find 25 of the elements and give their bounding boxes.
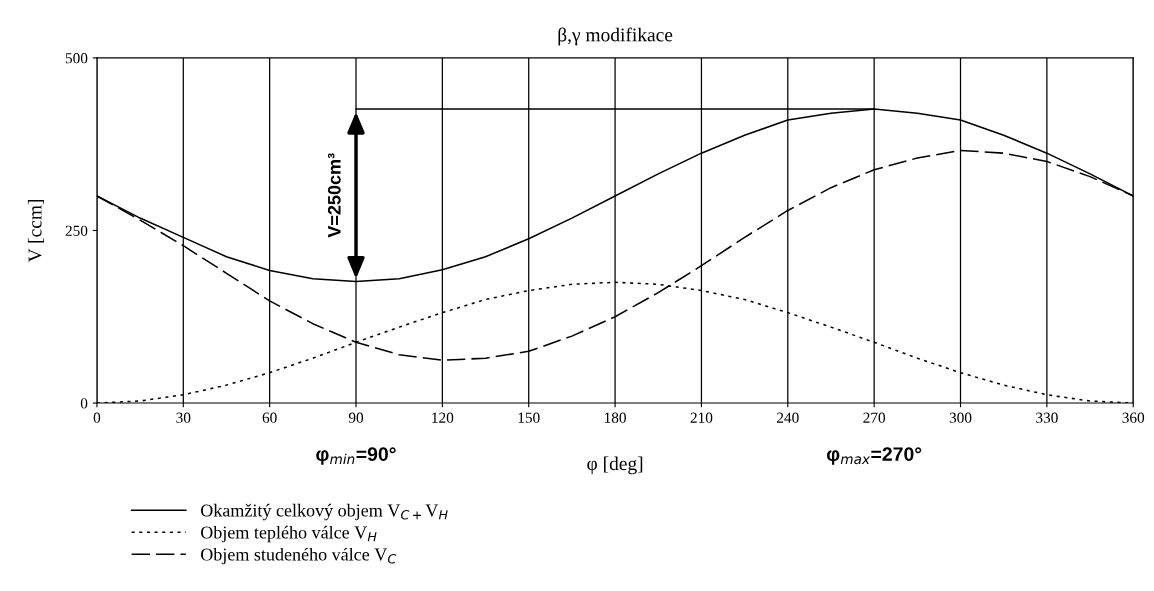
x-tick-label: 300 — [949, 412, 972, 423]
x-tick-label: 0 — [93, 412, 101, 423]
text: φ$_{max}$=270° — [826, 447, 922, 465]
x-tick-label: 270 — [863, 412, 886, 423]
x-tick-label: 360 — [1122, 412, 1145, 423]
x-axis-title: φ [deg] — [587, 456, 643, 475]
text: φ$_{min}$=90° — [316, 447, 396, 465]
legend-label: Objem teplého válce V$_{H}$ — [201, 525, 377, 543]
x-tick-label: 60 — [262, 412, 277, 423]
x-tick-label: 330 — [1036, 412, 1058, 423]
x-tick-label: 240 — [777, 412, 799, 423]
legend-label: Okamžitý celkový objem V$_{C+}$V$_{H}$ — [201, 503, 448, 521]
chart-title: β,γ modifikace — [558, 27, 673, 46]
y-tick-label: 0 — [80, 398, 88, 409]
y-axis-title: V [ccm] — [27, 199, 45, 263]
y-tick-label: 250 — [65, 225, 88, 236]
x-tick-label: 120 — [432, 412, 454, 423]
legend-label: Objem studeného válce V$_{C}$ — [201, 547, 397, 565]
x-tick-label: 150 — [518, 412, 540, 423]
x-tick-label: 210 — [690, 412, 713, 423]
x-tick-label: 90 — [348, 412, 364, 423]
y-tick-label: 500 — [65, 53, 88, 64]
x-tick-label: 180 — [604, 412, 626, 423]
x-tick-label: 30 — [176, 412, 191, 423]
annotation: V=250cm³ — [327, 153, 341, 238]
